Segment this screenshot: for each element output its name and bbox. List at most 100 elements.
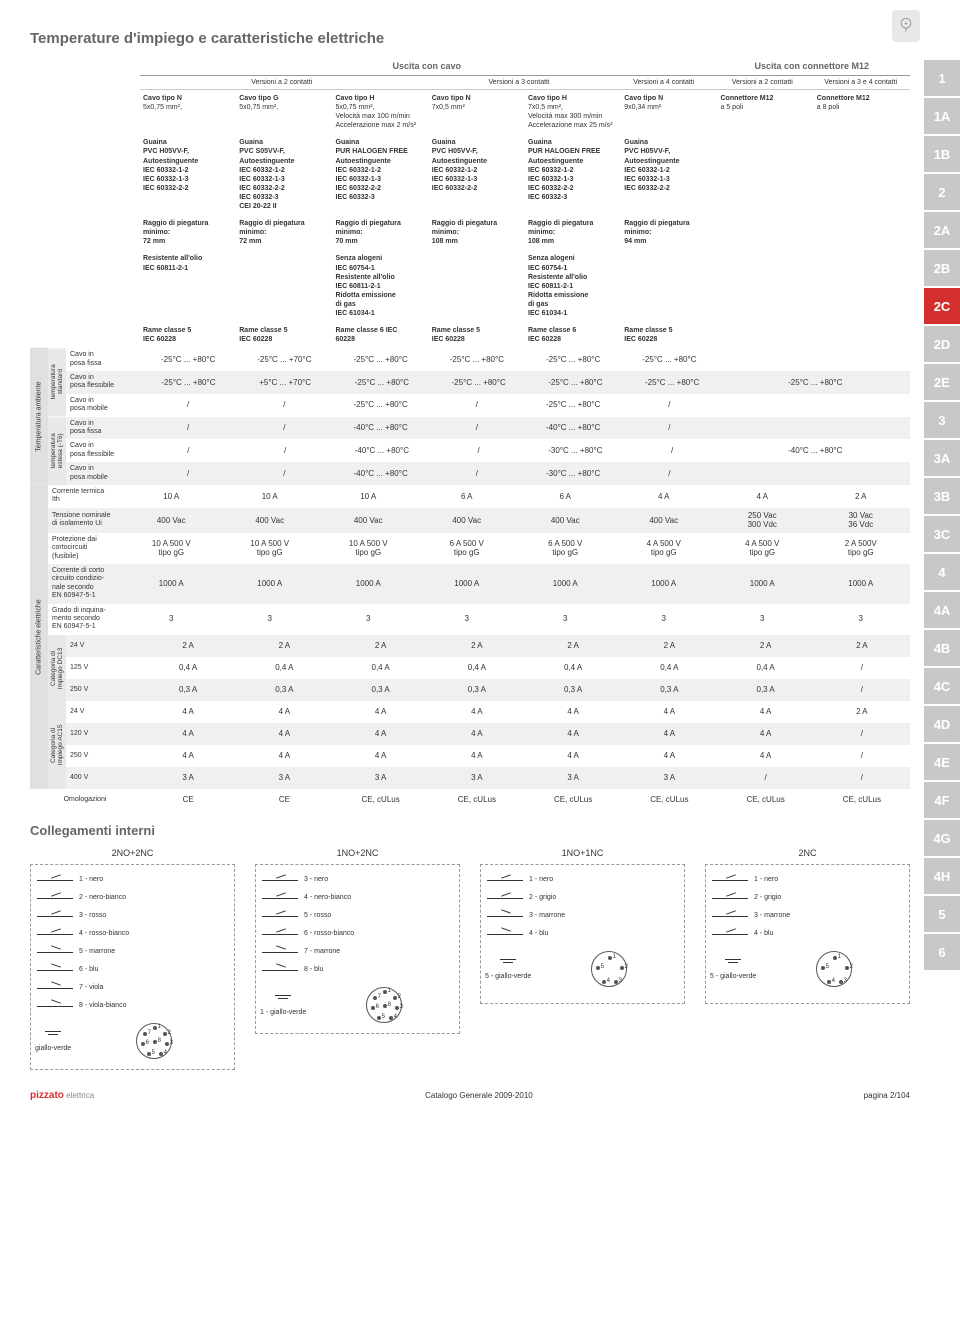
data-cell: 4 A [333,701,429,723]
data-cell: 4 A [236,701,332,723]
side-tab[interactable]: 4D [924,706,960,742]
data-cell: 3 [713,604,812,635]
contact-no-icon [485,909,525,923]
spec-cell: GuainaPUR HALOGEN FREEAutoestinguenteIEC… [333,134,429,215]
group-header-connector: Uscita con connettore M12 [714,57,911,76]
data-cell: 400 Vac [516,508,615,533]
spec-cell [429,250,525,322]
data-cell: / [430,439,527,462]
side-tab[interactable]: 3B [924,478,960,514]
footer-page: pagina 2/104 [864,1091,910,1100]
spec-cell: Cavo tipo N5x0,75 mm², [140,90,236,134]
side-tab[interactable]: 5 [924,896,960,932]
table-row: 250 V0,3 A0,3 A0,3 A0,3 A0,3 A0,3 A0,3 A… [66,679,910,701]
side-tab[interactable]: 4E [924,744,960,780]
spec-cell [814,215,910,250]
data-cell: 6 A [516,485,615,508]
spec-cell [718,250,814,322]
data-cell: / [236,417,332,440]
table-row: Grado di inquina-mento secondoEN 60947-5… [48,604,910,635]
side-tab[interactable]: 3C [924,516,960,552]
ground-icon [45,1031,61,1043]
wiring-config-title: 1NO+1NC [480,848,685,858]
spec-cell: GuainaPVC H05VV-F,AutoestinguenteIEC 603… [621,134,717,215]
side-tab[interactable]: 2D [924,326,960,362]
side-tab[interactable]: 1B [924,136,960,172]
wire-row: 8 - blu [260,961,455,979]
row-label: Cavo inposa flessibile [66,371,140,394]
side-tab[interactable]: 2 [924,174,960,210]
side-tab[interactable]: 2E [924,364,960,400]
data-cell: -40°C ... +80°C [721,439,911,462]
data-cell: 1000 A [713,564,812,604]
data-cell: -25°C ... +80°C [334,371,431,394]
side-tab[interactable]: 4 [924,554,960,590]
side-tab[interactable]: 4C [924,668,960,704]
wire-row: 1 - nero [35,871,230,889]
data-cell: -30°C ... +80°C [525,462,621,485]
vert-label: Temperatura ambiente [30,348,48,485]
row-label: Cavo inposa fissa [66,348,140,371]
contact-nc-icon [35,873,75,887]
data-cell: 1000 A [812,564,911,604]
spec-cell: Cavo tipo H7x0,5 mm²,Velocità max 300 m/… [525,90,621,134]
data-cell: 400 Vac [615,508,714,533]
data-cell: 3 A [621,767,717,789]
data-cell: 6 A 500 Vtipo gG [516,533,615,564]
data-cell: 400 Vac [221,508,320,533]
spec-cell: Cavo tipo G5x0,75 mm², [236,90,332,134]
data-cell: 400 Vac [319,508,418,533]
data-cell: -25°C ... +80°C [333,394,429,417]
side-tab[interactable]: 3A [924,440,960,476]
row-label: Grado di inquina-mento secondoEN 60947-5… [48,604,122,635]
contact-nc-icon [710,873,750,887]
data-cell: 3 A [140,767,236,789]
data-cell: 3 [516,604,615,635]
data-cell: / [624,439,721,462]
data-cell: 2 A [812,485,911,508]
wire-row: 6 - rosso-bianco [260,925,455,943]
svg-text:+: + [904,20,908,27]
ground-icon [725,959,741,971]
side-tab[interactable]: 1A [924,98,960,134]
data-cell: / [814,723,910,745]
data-cell: / [814,767,910,789]
data-cell: 0,4 A [718,657,814,679]
side-tab[interactable]: 2B [924,250,960,286]
data-cell: 2 A [718,635,814,657]
data-cell: -25°C ... +80°C [527,371,624,394]
table-row: 120 V4 A4 A4 A4 A4 A4 A4 A/ [66,723,910,745]
side-tab[interactable]: 2C [924,288,960,324]
side-tab[interactable]: 4F [924,782,960,818]
side-tab[interactable]: 3 [924,402,960,438]
ground-icon [275,995,291,1007]
row-label: 24 V [66,701,140,723]
wire-row: 6 - blu [35,961,230,979]
vert-sublabel: Categoria diimpiego DC13 [48,635,66,701]
side-tab[interactable]: 4H [924,858,960,894]
side-tab[interactable]: 1 [924,60,960,96]
side-tab[interactable]: 6 [924,934,960,970]
side-tab[interactable]: 4A [924,592,960,628]
row-label: Cavo inposa flessibile [66,439,140,462]
wire-label: 5 - marrone [79,948,115,955]
spec-cell: Rame classe 5IEC 60228 [621,322,717,348]
wire-row: 7 - viola [35,979,230,997]
wire-label: 8 - viola-bianco [79,1002,126,1009]
table-row: Tensione nominaledi isolamento Ui400 Vac… [48,508,910,533]
data-cell: -25°C ... +80°C [621,348,717,371]
page-title: Temperature d'impiego e caratteristiche … [30,30,910,47]
data-cell: 2 A [429,635,525,657]
side-tab[interactable]: 4G [924,820,960,856]
contact-no-icon [260,945,300,959]
wiring-diagram: 1 - nero2 - grigio3 - marrone4 - blu5 - … [705,864,910,1004]
table-row: 400 V3 A3 A3 A3 A3 A3 A// [66,767,910,789]
data-cell: 4 A [429,745,525,767]
side-tab[interactable]: 2A [924,212,960,248]
data-cell: 4 A [615,485,714,508]
sub-header: Versioni a 2 contatti [713,76,812,90]
wire-row: 4 - blu [710,925,905,943]
wiring-box: 1NO+2NC3 - nero4 - nero-bianco5 - rosso6… [255,848,460,1070]
side-tab[interactable]: 4B [924,630,960,666]
wire-row: 2 - grigio [485,889,680,907]
